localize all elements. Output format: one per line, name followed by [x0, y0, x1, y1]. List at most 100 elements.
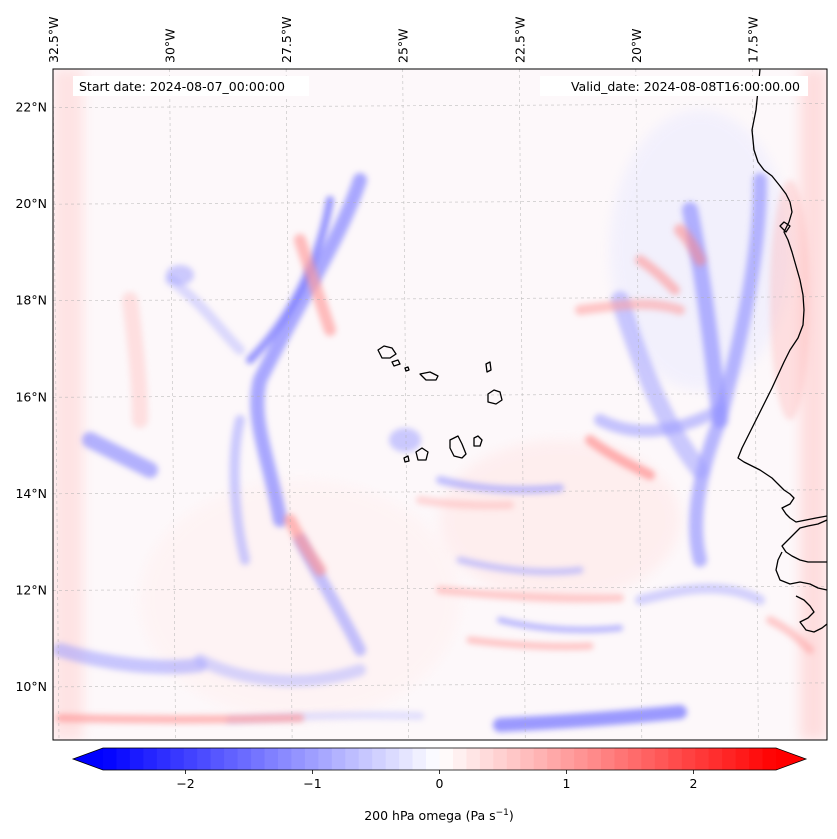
colorbar-segment [587, 748, 602, 770]
colorbar-tick-label: 1 [563, 776, 571, 791]
cape-verde-islands [377, 345, 503, 463]
colorbar-segment [506, 748, 521, 770]
gridlines [53, 69, 827, 740]
colorbar-extend-max [776, 748, 806, 770]
colorbar-segment [452, 748, 467, 770]
gridline-lon-1 [169, 69, 176, 740]
colorbar-segment [695, 748, 710, 770]
colorbar-segment [237, 748, 252, 770]
gridline-lon-2 [285, 69, 293, 740]
colorbar-segment [547, 748, 562, 770]
colorbar-segment [654, 748, 669, 770]
island-santa-luzia [404, 366, 410, 372]
lon-tick-label: 25°W [396, 28, 411, 63]
colorbar-segment [735, 748, 750, 770]
colorbar-segment [264, 748, 279, 770]
colorbar-segment [762, 748, 777, 770]
colorbar-segment [358, 748, 373, 770]
lon-tick-label: 22.5°W [512, 17, 527, 63]
colorbar-segment [520, 748, 535, 770]
colorbar-segment [708, 748, 723, 770]
colorbar-segment [345, 748, 360, 770]
colorbar-segment [412, 748, 427, 770]
omega-field [53, 69, 827, 740]
lon-tick-label: 17.5°W [745, 17, 760, 63]
colorbar-tick-label: −1 [303, 776, 321, 791]
map-border [52, 68, 828, 741]
colorbar-label: 200 hPa omega (Pa s−1) [364, 808, 514, 823]
colorbar-segment [116, 748, 131, 770]
island-santiago [449, 435, 467, 459]
island-sao-nicolau [419, 371, 439, 381]
start-date-label: Start date: 2024-08-07_00:00:00 [79, 79, 285, 94]
colorbar-segment [183, 748, 198, 770]
colorbar-outline [71, 747, 808, 771]
colorbar: −2 −1 0 1 2 200 hPa omega (Pa s−1) [71, 747, 808, 823]
lat-tick-label: 10°N [15, 679, 47, 694]
colorbar-segment [466, 748, 481, 770]
colorbar-segment [372, 748, 387, 770]
colorbar-segment [304, 748, 319, 770]
colorbar-segment [574, 748, 589, 770]
lon-tick-label: 20°W [629, 28, 644, 63]
colorbar-segment [224, 748, 239, 770]
lat-tick-label: 14°N [15, 486, 47, 501]
valid-date-label: Valid_date: 2024-08-08T16:00:00.00 [571, 79, 800, 94]
colorbar-segment [291, 748, 306, 770]
lat-tick-label: 12°N [15, 582, 47, 597]
gridline-lon-4 [518, 69, 526, 740]
start-date-box [73, 76, 309, 96]
colorbar-segment [681, 748, 696, 770]
colorbar-tick-label: 2 [689, 776, 697, 791]
colorbar-segment [156, 748, 171, 770]
map-panel: Start date: 2024-08-07_00:00:00 Valid_da… [15, 17, 828, 741]
colorbar-segment [722, 748, 737, 770]
colorbar-segment [331, 748, 346, 770]
valid-date-box [540, 76, 808, 96]
island-sal [485, 361, 492, 373]
gridline-lon-5 [635, 69, 643, 740]
colorbar-segments [103, 748, 777, 770]
colorbar-segment [601, 748, 615, 770]
lon-tick-label: 27.5°W [279, 17, 294, 63]
colorbar-segment [668, 748, 683, 770]
colorbar-segment [399, 748, 414, 770]
colorbar-segment [560, 748, 575, 770]
colorbar-segment [493, 748, 508, 770]
island-fogo [415, 447, 429, 461]
lat-tick-label: 22°N [15, 100, 47, 115]
colorbar-segment [385, 748, 400, 770]
colorbar-segment [197, 748, 212, 770]
lat-tick-label: 18°N [15, 293, 47, 308]
colorbar-extend-min [73, 748, 103, 770]
colorbar-segment [533, 748, 548, 770]
gridline-lon-0 [53, 69, 60, 740]
island-sao-vicente [391, 359, 401, 367]
colorbar-segment [479, 748, 494, 770]
colorbar-segment [318, 748, 333, 770]
lat-tick-label: 20°N [15, 196, 47, 211]
island-santo-antao [377, 345, 397, 359]
latitude-tick-labels: 22°N 20°N 18°N 16°N 14°N 12°N 10°N [15, 100, 47, 694]
colorbar-segment [614, 748, 629, 770]
colorbar-segment [426, 748, 440, 770]
colorbar-segment [103, 748, 117, 770]
colorbar-segment [143, 748, 158, 770]
colorbar-tick-label: 0 [436, 776, 444, 791]
lon-tick-label: 30°W [163, 28, 178, 63]
gridline-lon-6 [752, 69, 759, 740]
island-boa-vista [487, 389, 503, 405]
colorbar-segment [210, 748, 225, 770]
longitude-tick-labels: 32.5°W 30°W 27.5°W 25°W 22.5°W 20°W 17.5°W [46, 17, 760, 63]
island-brava [403, 455, 410, 463]
colorbar-segment [627, 748, 642, 770]
colorbar-segment [277, 748, 292, 770]
colorbar-segment [170, 748, 185, 770]
coastline [737, 69, 827, 633]
lat-tick-label: 16°N [15, 389, 47, 404]
colorbar-tick-label: −2 [176, 776, 194, 791]
colorbar-segment [439, 748, 454, 770]
colorbar-segment [641, 748, 656, 770]
colorbar-segment [251, 748, 266, 770]
